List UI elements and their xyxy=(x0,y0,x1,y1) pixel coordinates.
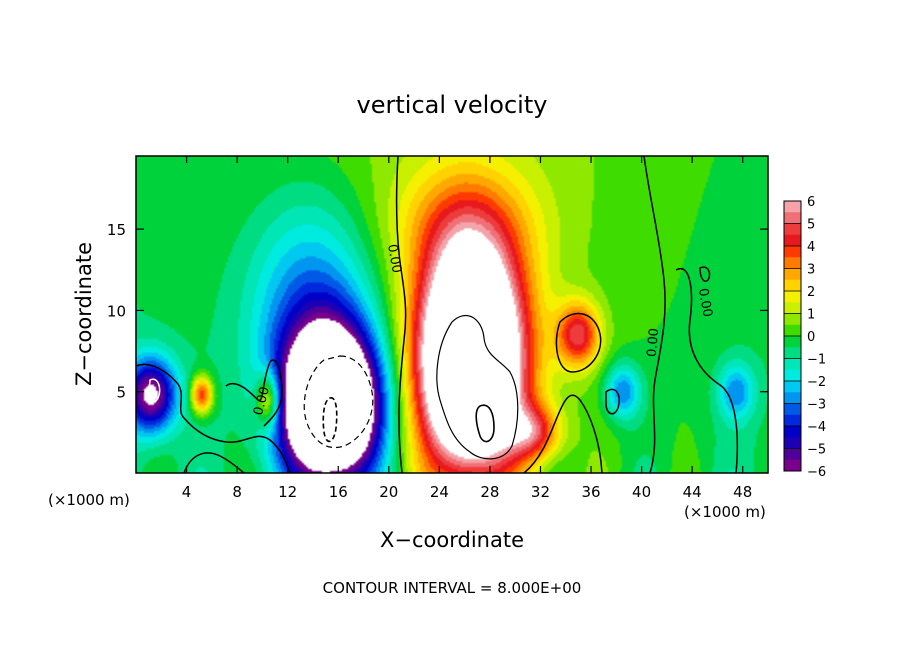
colorbar-swatch xyxy=(784,369,801,382)
colorbar-swatch xyxy=(784,279,801,292)
chart-title: vertical velocity xyxy=(357,91,548,119)
zero-contour xyxy=(605,388,620,415)
colorbar-swatch xyxy=(784,302,801,314)
colorbar-swatch xyxy=(784,426,801,438)
y-axis: 5 10 15 xyxy=(107,221,768,402)
x-tick-label: 32 xyxy=(531,483,550,501)
colorbar-swatch xyxy=(784,313,801,326)
contour-label: 0.00 xyxy=(251,385,273,417)
colorbar: 6 5 4 3 2 1 0 −1 −2 −3 −4 −5 −6 xyxy=(783,195,826,480)
contour-label: 0.00 xyxy=(695,287,715,318)
x-tick-label: 28 xyxy=(480,483,499,501)
y-tick-label: 5 xyxy=(116,384,126,402)
x-tick-label: 8 xyxy=(232,483,242,501)
colorbar-swatch xyxy=(784,324,801,337)
plot-area: 0.00 0.00 0.00 0.00 xyxy=(135,155,769,474)
colorbar-swatch xyxy=(784,201,801,213)
colorbar-tick-label: −1 xyxy=(807,353,826,368)
colorbar-swatch xyxy=(784,336,801,348)
x-tick-label: 4 xyxy=(182,483,192,501)
colorbar-swatch xyxy=(784,234,801,247)
colorbar-tick-label: −4 xyxy=(807,420,826,435)
x-tick-label: 24 xyxy=(430,483,449,501)
colorbar-tick-label: 3 xyxy=(807,263,815,278)
colorbar-swatch xyxy=(784,403,801,416)
colorbar-tick-label: 1 xyxy=(807,308,815,323)
zero-contour xyxy=(136,363,291,473)
x-unit-label-right: (×1000 m) xyxy=(684,503,766,521)
colorbar-swatch xyxy=(784,448,801,461)
y-axis-label: Z−coordinate xyxy=(72,242,96,386)
y-tick-label: 15 xyxy=(107,221,126,239)
zero-contour xyxy=(395,156,407,473)
x-tick-label: 48 xyxy=(733,483,752,501)
zero-contour xyxy=(523,394,603,473)
positive-contour xyxy=(475,404,495,443)
x-tick-label: 20 xyxy=(379,483,398,501)
y-tick-label: 10 xyxy=(107,302,126,320)
colorbar-swatch xyxy=(784,381,801,393)
zero-contour xyxy=(675,267,739,473)
x-tick-label: 36 xyxy=(581,483,600,501)
x-axis-label: X−coordinate xyxy=(380,528,524,552)
negative-contour xyxy=(322,397,338,443)
colorbar-swatch xyxy=(784,268,801,281)
plot-frame xyxy=(135,155,769,474)
colorbar-swatch xyxy=(784,414,801,427)
colorbar-tick-label: 2 xyxy=(807,285,815,300)
colorbar-tick-label: 5 xyxy=(807,218,815,233)
colorbar-swatch xyxy=(784,223,801,236)
colorbar-swatch xyxy=(784,392,801,404)
colorbar-swatch xyxy=(784,347,801,359)
colorbar-tick-label: −2 xyxy=(807,375,826,390)
x-unit-label-left: (×1000 m) xyxy=(48,491,130,509)
colorbar-tick-label: −6 xyxy=(807,465,826,480)
colorbar-tick-label: 6 xyxy=(807,195,815,210)
colorbar-tick-label: 0 xyxy=(807,330,815,345)
colorbar-swatch xyxy=(784,437,801,449)
colorbar-tick-label: −5 xyxy=(807,443,826,458)
colorbar-swatch xyxy=(784,246,801,258)
contour-label: 0.00 xyxy=(645,327,662,357)
contour-label: 0.00 xyxy=(384,243,404,274)
zero-contour xyxy=(643,156,666,473)
contour-interval-note: CONTOUR INTERVAL = 8.000E+00 xyxy=(323,579,582,597)
zero-contour xyxy=(555,312,602,373)
x-axis: 4 8 12 16 20 24 28 32 36 40 44 48 xyxy=(182,156,752,501)
x-tick-label: 40 xyxy=(632,483,651,501)
zero-contour xyxy=(148,378,161,403)
contour-labels: 0.00 0.00 0.00 0.00 xyxy=(251,243,715,417)
positive-contour xyxy=(436,315,519,460)
colorbar-swatch xyxy=(784,459,801,472)
zero-contour xyxy=(183,452,245,473)
zero-contour xyxy=(225,359,283,427)
velocity-field xyxy=(136,156,768,473)
contour-lines xyxy=(136,156,739,473)
x-tick-label: 16 xyxy=(329,483,348,501)
colorbar-tick-label: 4 xyxy=(807,240,815,255)
colorbar-swatch xyxy=(784,212,801,224)
zero-contour xyxy=(699,266,711,282)
colorbar-swatch xyxy=(784,358,801,371)
x-tick-label: 12 xyxy=(278,483,297,501)
colorbar-tick-label: −3 xyxy=(807,398,826,413)
colorbar-swatch xyxy=(784,257,801,269)
x-tick-label: 44 xyxy=(683,483,702,501)
colorbar-swatch xyxy=(784,291,801,303)
